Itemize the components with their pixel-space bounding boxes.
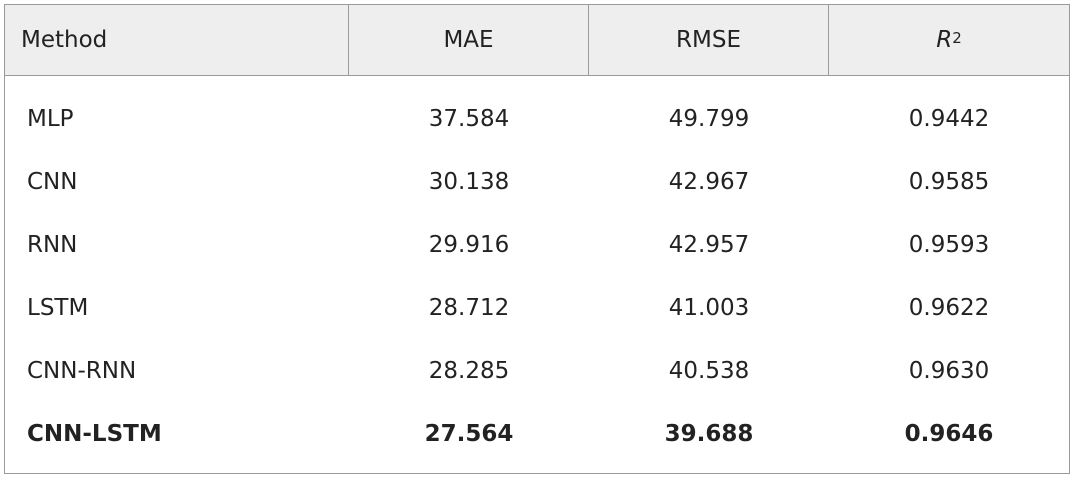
cell-mae: 30.138 [428,168,510,195]
table-row-best: CNN-LSTM 27.564 39.688 0.9646 [5,402,1069,465]
header-r2-superscript: 2 [952,29,962,47]
cell-r2: 0.9593 [908,231,990,258]
table-row: RNN 29.916 42.957 0.9593 [5,213,1069,276]
cell-rmse: 40.538 [668,357,750,384]
cell-rmse: 42.957 [668,231,750,258]
table-body: MLP 37.584 49.799 0.9442 CNN 30.138 42.9… [5,76,1069,465]
header-r2-base: R [936,27,953,53]
header-mae: MAE [349,5,589,75]
cell-rmse: 39.688 [664,420,754,447]
cell-mae: 28.285 [428,357,510,384]
cell-method: CNN-LSTM [27,420,162,447]
header-rmse: RMSE [589,5,829,75]
table-row: LSTM 28.712 41.003 0.9622 [5,276,1069,339]
cell-rmse: 41.003 [668,294,750,321]
cell-method: RNN [27,231,78,258]
cell-r2: 0.9646 [904,420,994,447]
cell-r2: 0.9442 [908,105,990,132]
cell-rmse: 42.967 [668,168,750,195]
cell-mae: 37.584 [428,105,510,132]
cell-mae: 29.916 [428,231,510,258]
cell-rmse: 49.799 [668,105,750,132]
cell-r2: 0.9585 [908,168,990,195]
cell-mae: 27.564 [424,420,514,447]
cell-method: CNN [27,168,78,195]
cell-method: MLP [27,105,74,132]
cell-r2: 0.9630 [908,357,990,384]
table-row: MLP 37.584 49.799 0.9442 [5,87,1069,150]
cell-method: CNN-RNN [27,357,137,384]
header-method: Method [5,5,349,75]
cell-r2: 0.9622 [908,294,990,321]
table-row: CNN 30.138 42.967 0.9585 [5,150,1069,213]
cell-mae: 28.712 [428,294,510,321]
table-row: CNN-RNN 28.285 40.538 0.9630 [5,339,1069,402]
cell-method: LSTM [27,294,89,321]
